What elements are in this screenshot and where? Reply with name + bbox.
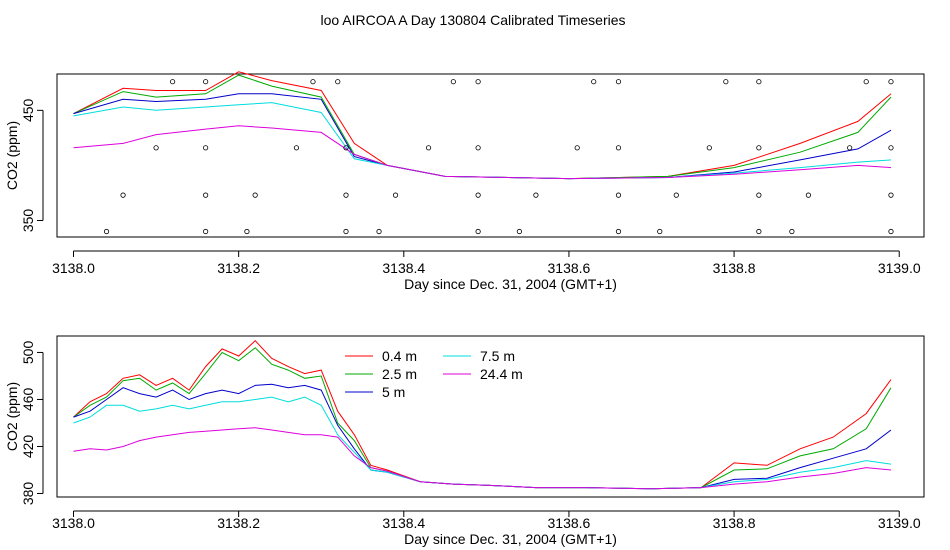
data-point: [657, 228, 663, 235]
series-line-1: [73, 347, 892, 490]
data-point: [203, 192, 209, 198]
y-tick-label: 420: [20, 435, 36, 459]
legend-label-3: 7.5 m: [480, 348, 515, 364]
plot-frame: [56, 73, 925, 238]
data-point: [756, 192, 762, 198]
series-line-2: [73, 383, 892, 490]
data-point: [392, 192, 399, 198]
x-axis-label: Day since Dec. 31, 2004 (GMT+1): [404, 276, 617, 292]
data-point: [756, 79, 762, 85]
data-point: [888, 228, 894, 235]
data-point: [203, 228, 209, 235]
data-point: [888, 192, 894, 198]
data-point: [591, 79, 597, 85]
x-tick-label: 3139.0: [878, 515, 921, 531]
data-point: [475, 228, 481, 235]
legend: 0.4 m 2.5 m 5 m 7.5 m 24.4 m: [345, 348, 523, 400]
x-tick-label: 3138.2: [217, 515, 260, 531]
legend-label-2: 5 m: [382, 384, 405, 400]
data-point: [475, 145, 481, 151]
data-point: [888, 145, 894, 151]
x-tick-label: 3138.8: [713, 260, 756, 276]
data-point: [244, 228, 250, 235]
series-line-4: [73, 125, 892, 180]
data-point: [805, 192, 812, 198]
data-point: [888, 79, 894, 85]
data-point: [756, 145, 762, 151]
data-point: [756, 228, 762, 235]
data-point: [475, 192, 481, 198]
data-point: [343, 192, 349, 198]
data-point: [516, 228, 523, 235]
y-tick-label: 350: [20, 209, 36, 233]
y-tick-label: 500: [20, 341, 36, 365]
data-point: [450, 79, 456, 85]
data-point: [723, 79, 729, 85]
data-point: [574, 145, 580, 151]
x-tick-label: 3138.6: [548, 260, 591, 276]
data-point: [203, 79, 209, 85]
series-line-2: [73, 93, 892, 180]
data-point: [533, 192, 539, 198]
data-point: [615, 145, 622, 151]
data-point: [153, 145, 159, 151]
series-line-0: [73, 71, 892, 180]
data-point: [673, 192, 679, 198]
x-tick-label: 3138.0: [52, 260, 95, 276]
data-point: [293, 145, 300, 151]
y-tick-label: 460: [20, 388, 36, 412]
data-point: [615, 228, 622, 235]
data-point: [863, 79, 869, 85]
y-tick-label: 450: [20, 98, 36, 122]
plot-frame: [56, 335, 925, 498]
data-point: [335, 79, 341, 85]
series-line-0: [73, 339, 892, 490]
y-tick-label: 380: [20, 482, 36, 506]
data-point: [425, 145, 432, 151]
x-tick-label: 3138.8: [713, 515, 756, 531]
x-tick-label: 3138.4: [382, 515, 425, 531]
data-point: [475, 79, 481, 85]
x-tick-label: 3138.6: [548, 515, 591, 531]
data-point: [310, 79, 316, 85]
legend-label-1: 2.5 m: [382, 366, 417, 382]
data-point: [847, 145, 853, 151]
y-axis-label: CO2 (ppm): [4, 121, 20, 190]
figure-title: loo AIRCOA A Day 130804 Calibrated Times…: [320, 12, 625, 28]
data-point: [203, 145, 209, 151]
data-point: [120, 192, 126, 198]
data-point: [615, 79, 622, 85]
x-tick-label: 3138.0: [52, 515, 95, 531]
data-point: [170, 79, 176, 85]
data-point: [252, 192, 258, 198]
series-line-3: [73, 102, 892, 180]
series-line-3: [73, 396, 892, 490]
legend-label-0: 0.4 m: [382, 348, 417, 364]
x-tick-label: 3138.2: [217, 260, 260, 276]
x-tick-label: 3138.4: [382, 260, 425, 276]
top-panel: 3138.0 3138.2 3138.4 3138.6 3138.8 3139.0 350 4…: [4, 71, 925, 292]
legend-label-4: 24.4 m: [480, 366, 523, 382]
x-tick-label: 3139.0: [878, 260, 921, 276]
x-axis-label: Day since Dec. 31, 2004 (GMT+1): [404, 531, 617, 547]
data-point: [706, 145, 712, 151]
data-point: [789, 228, 795, 235]
data-point: [376, 228, 382, 235]
data-point: [343, 228, 349, 235]
y-axis-label: CO2 (ppm): [4, 382, 20, 451]
bottom-panel: 3138.0 3138.2 3138.4 3138.6 3138.8 3139.0 380 4…: [4, 335, 925, 547]
data-point: [103, 228, 110, 235]
data-point: [615, 192, 622, 198]
data-point: [343, 145, 349, 151]
series-line-4: [73, 427, 892, 490]
